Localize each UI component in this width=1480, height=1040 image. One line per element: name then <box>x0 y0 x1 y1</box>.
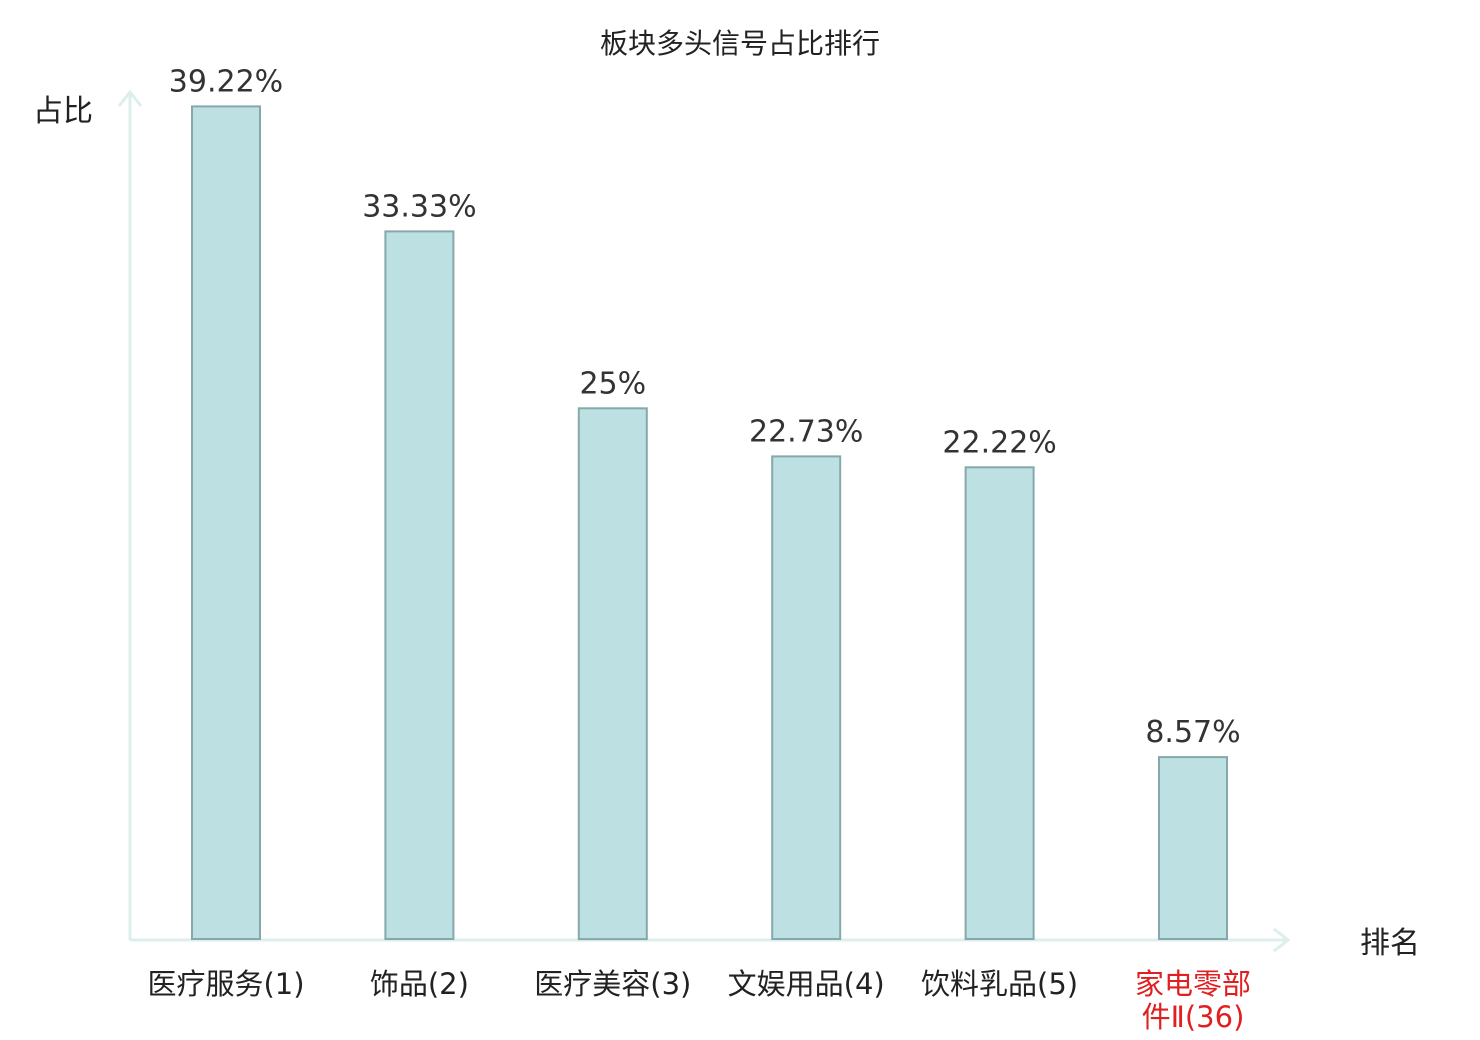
y-axis-arrowhead <box>117 89 143 107</box>
bar-value-label: 8.57% <box>1145 715 1240 750</box>
x-axis-label: 排名 <box>1360 926 1420 961</box>
bar-value-label: 25% <box>579 366 646 401</box>
bar <box>1158 756 1228 940</box>
y-axis <box>117 89 143 940</box>
category-tick-label: 医疗美容(3) <box>534 967 691 1001</box>
y-axis-label: 占比 <box>33 94 93 129</box>
bar-value-label: 33.33% <box>362 189 476 224</box>
category-tick-label: 饰品(2) <box>370 967 469 1001</box>
value-labels-group: 39.22% 33.33% 25% 22.73% 22.22% 8.57% <box>169 64 1241 750</box>
bar <box>577 407 648 941</box>
bar-value-label: 22.73% <box>749 414 863 449</box>
category-tick-label: 文娱用品(4) <box>728 967 885 1001</box>
category-labels-group: 医疗服务(1) 饰品(2) 医疗美容(3) 文娱用品(4) 饮料乳品(5) 家电零部件Ⅱ(… <box>147 967 1251 1034</box>
chart-title: 板块多头信号占比排行 <box>600 27 880 60</box>
x-axis-arrowhead <box>1273 927 1291 953</box>
bars-group <box>191 105 1228 941</box>
bar-value-label: 22.22% <box>942 425 1056 460</box>
bar <box>771 455 842 940</box>
bar <box>191 105 261 940</box>
bar <box>384 230 455 940</box>
bar-value-label: 39.22% <box>169 64 283 99</box>
category-tick-label: 饮料乳品(5) <box>921 967 1078 1001</box>
category-tick-label: 家电零部件Ⅱ(36) <box>1135 967 1251 1034</box>
bar <box>964 466 1035 940</box>
category-tick-label: 医疗服务(1) <box>147 967 304 1001</box>
x-axis <box>130 927 1291 953</box>
